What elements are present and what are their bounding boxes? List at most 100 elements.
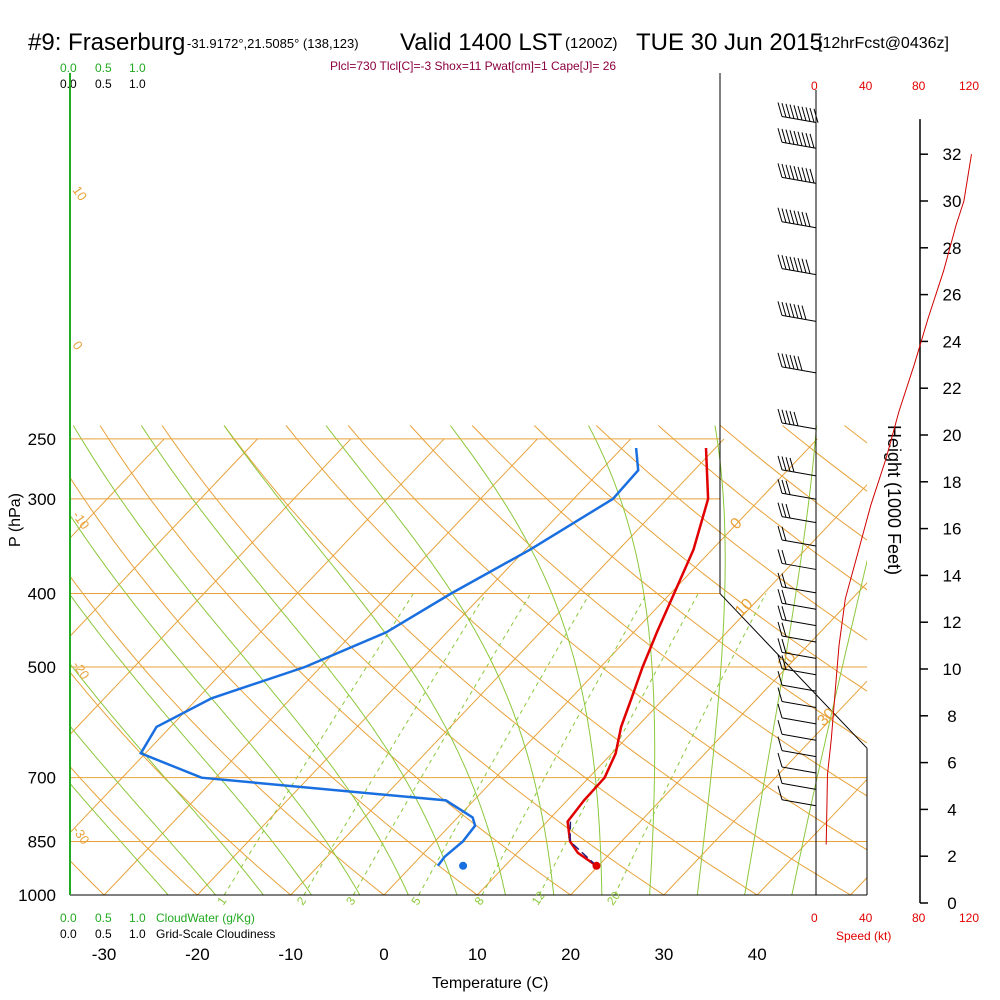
barb-staff xyxy=(781,422,817,430)
barb-flag xyxy=(781,255,787,270)
barb-flag xyxy=(781,550,787,565)
barb-flag xyxy=(777,785,783,800)
pressure-tick-label: 400 xyxy=(28,585,56,604)
barb-flag xyxy=(777,572,783,587)
height-tick-label: 22 xyxy=(943,379,962,398)
barb-flag xyxy=(781,103,787,118)
title-forecast: [12hrFcst@0436z] xyxy=(818,35,949,52)
pressure-axis: 250 300 400 500 700 850 1000 xyxy=(18,430,56,905)
dry-adiabat-line xyxy=(70,575,385,895)
barb-flag xyxy=(781,163,787,179)
isotherm-line xyxy=(70,438,165,539)
wind-barb xyxy=(777,502,817,524)
dry-adiabat-line xyxy=(657,425,867,591)
height-tick-label: 8 xyxy=(947,707,956,726)
moist-adiabat-line xyxy=(70,514,361,895)
barb-flag xyxy=(781,503,787,518)
barb-flag xyxy=(781,301,787,317)
wind-barb xyxy=(777,785,817,807)
speed-axis-bottom: 0 40 80 120 Speed (kt) xyxy=(811,911,979,943)
barb-flag xyxy=(777,301,783,316)
barb-flag xyxy=(777,455,783,470)
barb-flag xyxy=(797,131,803,146)
sounding-params: Plcl=730 Tlcl[C]=-3 Shox=11 Pwat[cm]=1 C… xyxy=(330,59,616,73)
barb-staff xyxy=(781,717,817,725)
barb-flag xyxy=(797,257,803,273)
barb-flag xyxy=(809,107,815,123)
barb-flag xyxy=(781,409,787,424)
barb-flag xyxy=(785,503,791,519)
barb-flag xyxy=(777,703,783,719)
barb-flag xyxy=(785,129,791,144)
isobar-lines xyxy=(70,438,867,896)
barb-staff xyxy=(781,619,817,627)
barb-flag xyxy=(785,209,791,224)
barb-flag xyxy=(785,302,791,317)
height-tick-label: 0 xyxy=(947,894,956,913)
barb-flag xyxy=(789,256,795,271)
isotherm-line xyxy=(663,680,867,895)
height-tick-label: 18 xyxy=(943,473,962,492)
barb-staff xyxy=(781,469,817,477)
barb-flag xyxy=(781,606,787,621)
barb-staff xyxy=(781,586,817,594)
wind-barb xyxy=(777,638,817,659)
wind-barb xyxy=(777,720,817,741)
dry-adiabat-line xyxy=(70,859,105,895)
barb-flag xyxy=(809,133,815,148)
wind-barb xyxy=(777,549,817,570)
moist-adiabat-line xyxy=(70,782,169,895)
moist-adiabat-line xyxy=(449,425,603,895)
wind-speed-profile xyxy=(825,154,972,845)
temperature-trace xyxy=(566,447,710,867)
barb-staff xyxy=(781,539,817,547)
barb-flag xyxy=(793,304,799,319)
sounding-traces xyxy=(138,447,710,870)
barb-flag xyxy=(805,168,811,183)
moist-adiabat-line xyxy=(223,425,506,895)
speed-axis-label: Speed (kt) xyxy=(836,929,891,943)
barb-flag xyxy=(785,164,791,179)
wind-barb xyxy=(777,589,817,610)
dry-adiabat-line xyxy=(285,425,852,895)
barb-flag xyxy=(777,769,783,784)
speed-tick: 0 xyxy=(811,79,818,93)
barb-flag xyxy=(789,457,795,473)
dry-adiabat-label: -30 xyxy=(70,823,93,847)
barb-flag xyxy=(781,353,787,368)
height-tick-label: 20 xyxy=(943,426,962,445)
cloudwater-tick: 1.0 xyxy=(129,61,146,75)
wind-barb xyxy=(777,352,817,374)
mixing-ratio-label: 3 xyxy=(343,894,358,908)
cloud-scale-top: 0.0 0.5 1.0 0.0 0.5 1.0 xyxy=(60,61,146,91)
barb-staff xyxy=(781,176,817,184)
barb-staff xyxy=(781,782,817,790)
mixing-ratio-line xyxy=(481,593,648,895)
dry-adiabat-line xyxy=(99,425,572,895)
pressure-tick-label: 700 xyxy=(28,769,56,788)
wind-barb xyxy=(777,736,817,758)
pressure-tick-label: 500 xyxy=(28,658,56,677)
dry-adiabat-line xyxy=(471,425,867,744)
barb-staff xyxy=(781,314,817,322)
pressure-tick-label: 850 xyxy=(28,833,56,852)
wind-barb xyxy=(777,752,817,774)
barb-flag xyxy=(777,621,783,637)
x-tick-label: -10 xyxy=(278,945,303,964)
dry-adiabat-line xyxy=(70,671,292,895)
wind-barb xyxy=(777,163,817,184)
height-tick-label: 24 xyxy=(943,332,962,351)
barb-flag xyxy=(801,132,807,147)
barb-flag xyxy=(777,654,783,669)
speed-tick: 0 xyxy=(811,911,818,925)
barb-flag xyxy=(777,736,783,751)
pressure-tick-label: 1000 xyxy=(18,886,56,905)
dry-adiabat-label: 0 xyxy=(70,338,86,353)
dewpoint-trace xyxy=(138,447,640,867)
barb-staff xyxy=(781,562,817,570)
barb-flag xyxy=(797,304,803,320)
title-valid: Valid 1400 LST xyxy=(400,29,563,56)
barb-flag xyxy=(785,354,791,369)
barb-flag xyxy=(777,502,783,517)
